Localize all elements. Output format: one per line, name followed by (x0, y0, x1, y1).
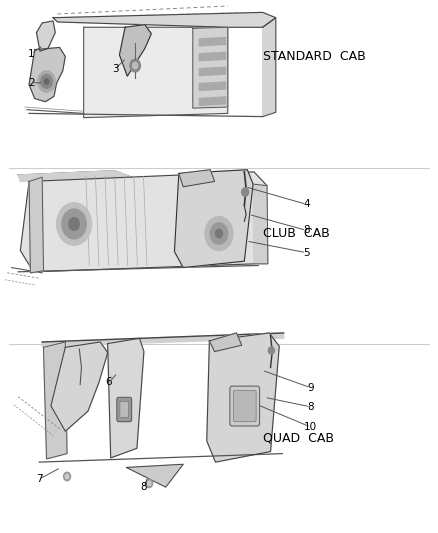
Text: 2: 2 (28, 78, 35, 87)
Circle shape (65, 474, 69, 479)
Text: 7: 7 (36, 474, 42, 484)
Polygon shape (108, 338, 144, 458)
Polygon shape (36, 21, 55, 51)
Polygon shape (120, 25, 151, 76)
Text: 6: 6 (106, 377, 112, 387)
Text: 9: 9 (307, 383, 314, 393)
Text: QUAD  CAB: QUAD CAB (263, 431, 334, 444)
FancyBboxPatch shape (117, 397, 132, 422)
Circle shape (64, 472, 71, 481)
Polygon shape (29, 177, 43, 273)
Polygon shape (29, 47, 65, 102)
Polygon shape (199, 67, 226, 76)
Text: 8: 8 (307, 402, 314, 412)
Polygon shape (207, 333, 279, 462)
Polygon shape (199, 37, 226, 46)
Circle shape (148, 481, 151, 486)
FancyBboxPatch shape (230, 386, 260, 426)
Polygon shape (209, 333, 242, 352)
Circle shape (44, 79, 49, 84)
Circle shape (210, 223, 228, 244)
Circle shape (41, 75, 52, 88)
Circle shape (268, 347, 275, 354)
Polygon shape (51, 342, 108, 431)
Text: CLUB  CAB: CLUB CAB (263, 227, 329, 240)
Polygon shape (18, 171, 132, 181)
Polygon shape (179, 169, 215, 187)
Text: 1: 1 (28, 49, 35, 59)
Circle shape (57, 203, 92, 245)
Circle shape (69, 217, 79, 230)
Polygon shape (253, 184, 268, 264)
Text: STANDARD  CAB: STANDARD CAB (263, 50, 365, 63)
Circle shape (146, 479, 152, 488)
Polygon shape (199, 97, 226, 106)
Polygon shape (84, 27, 228, 118)
Circle shape (133, 62, 138, 69)
Text: 3: 3 (112, 64, 118, 74)
Circle shape (62, 209, 86, 239)
Polygon shape (193, 27, 228, 108)
Text: 4: 4 (303, 199, 310, 209)
Text: 10: 10 (304, 422, 317, 432)
Circle shape (130, 59, 141, 72)
FancyBboxPatch shape (233, 390, 256, 422)
Circle shape (215, 229, 223, 238)
Text: 8: 8 (141, 482, 147, 492)
Text: 5: 5 (303, 248, 310, 257)
Polygon shape (174, 169, 253, 268)
Circle shape (38, 71, 55, 92)
Polygon shape (20, 172, 267, 272)
Text: 8: 8 (303, 225, 310, 236)
Polygon shape (263, 18, 276, 117)
FancyBboxPatch shape (120, 401, 129, 417)
Circle shape (205, 216, 233, 251)
Polygon shape (43, 342, 67, 459)
Polygon shape (53, 12, 276, 27)
Polygon shape (42, 333, 284, 346)
Circle shape (242, 188, 249, 196)
Polygon shape (199, 82, 226, 91)
Polygon shape (199, 52, 226, 61)
Polygon shape (127, 464, 183, 487)
